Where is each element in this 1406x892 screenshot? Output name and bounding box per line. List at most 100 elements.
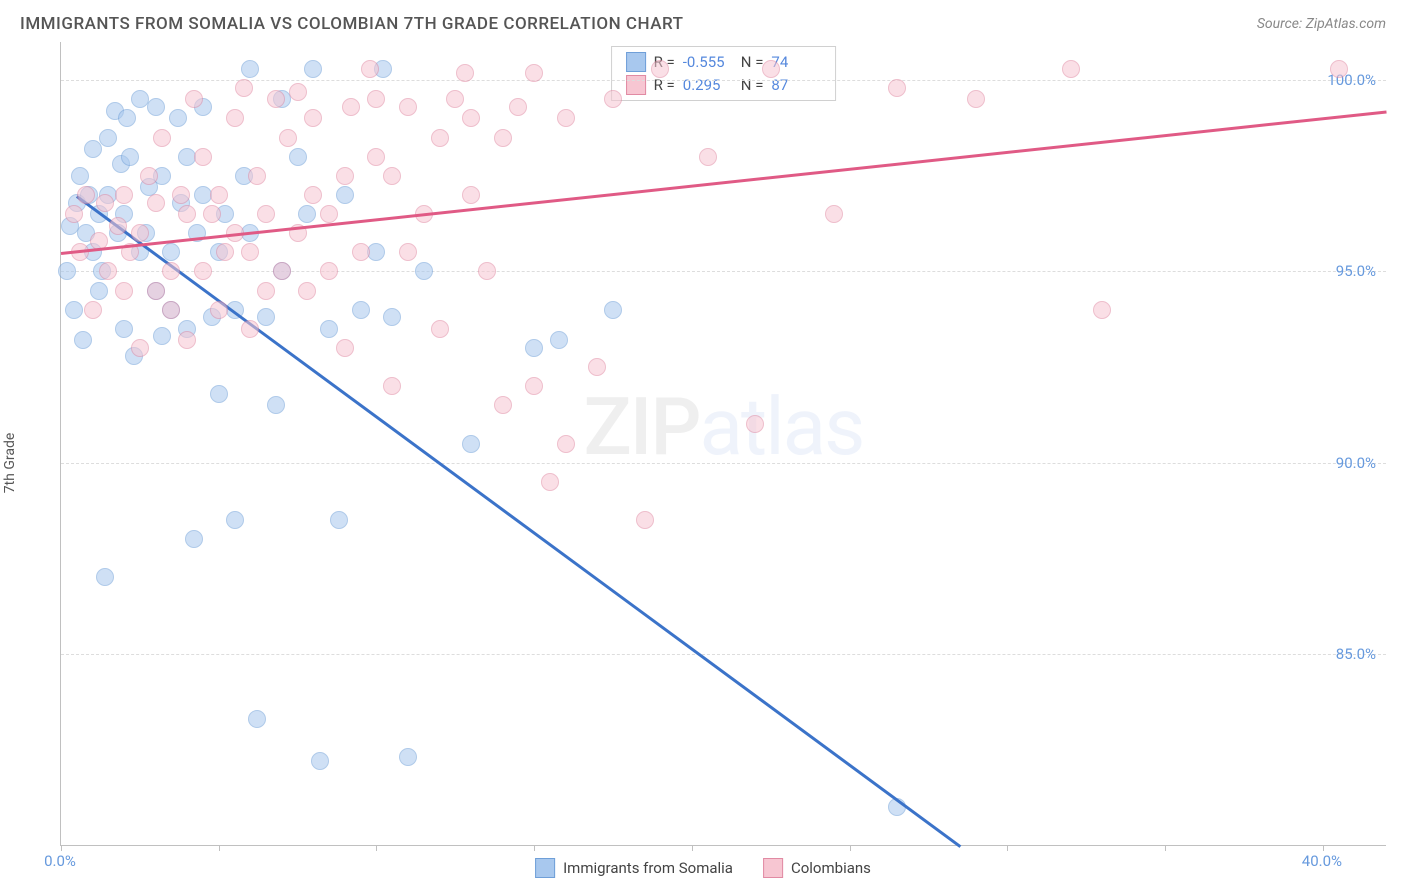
scatter-point-colombians: [1093, 301, 1111, 319]
x-tick-mark: [692, 845, 693, 851]
scatter-point-somalia: [71, 167, 89, 185]
scatter-point-colombians: [248, 167, 266, 185]
scatter-point-somalia: [525, 339, 543, 357]
scatter-point-somalia: [241, 60, 259, 78]
x-tick-mark: [1165, 845, 1166, 851]
trend-line-somalia: [76, 195, 961, 847]
scatter-point-somalia: [383, 308, 401, 326]
scatter-point-colombians: [456, 64, 474, 82]
scatter-point-colombians: [967, 90, 985, 108]
scatter-point-somalia: [90, 282, 108, 300]
gridline-h: [61, 654, 1386, 655]
scatter-point-colombians: [226, 109, 244, 127]
scatter-point-somalia: [185, 530, 203, 548]
scatter-point-colombians: [342, 98, 360, 116]
scatter-point-colombians: [235, 79, 253, 97]
series-legend: Immigrants from Somalia Colombians: [535, 858, 871, 878]
series-legend-colombians: Colombians: [763, 858, 871, 878]
scatter-point-colombians: [383, 377, 401, 395]
scatter-point-colombians: [140, 167, 158, 185]
gridline-h: [61, 463, 1386, 464]
x-tick-mark: [1007, 845, 1008, 851]
scatter-point-colombians: [77, 186, 95, 204]
scatter-point-colombians: [257, 282, 275, 300]
scatter-point-colombians: [178, 331, 196, 349]
scatter-point-colombians: [557, 435, 575, 453]
x-tick-mark: [850, 845, 851, 851]
scatter-point-colombians: [431, 320, 449, 338]
scatter-point-colombians: [178, 205, 196, 223]
scatter-point-colombians: [147, 282, 165, 300]
legend-row-colombians: R = 0.295 N = 87: [626, 74, 822, 97]
x-tick-label: 40.0%: [1302, 852, 1342, 870]
series-label-colombians: Colombians: [791, 859, 871, 877]
n-value-colombians: 87: [771, 74, 821, 97]
watermark-atlas: atlas: [700, 380, 864, 474]
scatter-point-colombians: [399, 243, 417, 261]
scatter-point-colombians: [478, 262, 496, 280]
scatter-point-colombians: [1330, 60, 1348, 78]
scatter-point-somalia: [147, 98, 165, 116]
scatter-point-colombians: [109, 217, 127, 235]
scatter-point-somalia: [121, 148, 139, 166]
scatter-point-colombians: [336, 339, 354, 357]
scatter-point-somalia: [65, 301, 83, 319]
scatter-point-colombians: [115, 186, 133, 204]
scatter-point-colombians: [762, 60, 780, 78]
series-swatch-somalia: [535, 858, 555, 878]
scatter-point-colombians: [367, 90, 385, 108]
scatter-point-colombians: [131, 224, 149, 242]
scatter-point-colombians: [216, 243, 234, 261]
y-tick-label: 85.0%: [1336, 645, 1376, 663]
scatter-point-somalia: [311, 752, 329, 770]
scatter-point-colombians: [446, 90, 464, 108]
legend-swatch-colombians: [626, 75, 646, 95]
series-legend-somalia: Immigrants from Somalia: [535, 858, 733, 878]
scatter-point-colombians: [604, 90, 622, 108]
scatter-point-colombians: [541, 473, 559, 491]
x-tick-mark: [61, 845, 62, 851]
scatter-point-colombians: [431, 129, 449, 147]
scatter-point-somalia: [415, 262, 433, 280]
series-label-somalia: Immigrants from Somalia: [563, 859, 733, 877]
scatter-point-somalia: [169, 109, 187, 127]
scatter-point-somalia: [320, 320, 338, 338]
scatter-point-somalia: [74, 331, 92, 349]
scatter-point-colombians: [162, 262, 180, 280]
source-label: Source:: [1257, 16, 1306, 32]
watermark: ZIPatlas: [584, 380, 864, 474]
chart-area: 7th Grade ZIPatlas R = -0.555 N = 74 R =…: [20, 42, 1386, 884]
r-value-colombians: 0.295: [683, 74, 733, 97]
scatter-point-colombians: [147, 194, 165, 212]
scatter-point-colombians: [304, 186, 322, 204]
x-tick-mark: [219, 845, 220, 851]
scatter-point-somalia: [84, 140, 102, 158]
scatter-point-colombians: [273, 262, 291, 280]
x-tick-mark: [376, 845, 377, 851]
scatter-point-colombians: [153, 129, 171, 147]
chart-source: Source: ZipAtlas.com: [1257, 16, 1386, 32]
scatter-point-colombians: [320, 262, 338, 280]
scatter-point-colombians: [194, 148, 212, 166]
scatter-point-somalia: [336, 186, 354, 204]
scatter-point-colombians: [383, 167, 401, 185]
scatter-point-colombians: [825, 205, 843, 223]
scatter-point-colombians: [172, 186, 190, 204]
scatter-point-somalia: [248, 710, 266, 728]
scatter-point-somalia: [210, 385, 228, 403]
source-link[interactable]: ZipAtlas.com: [1306, 16, 1386, 32]
scatter-point-colombians: [462, 109, 480, 127]
correlation-legend: R = -0.555 N = 74 R = 0.295 N = 87: [611, 46, 837, 101]
scatter-point-colombians: [494, 396, 512, 414]
scatter-point-colombians: [298, 282, 316, 300]
scatter-point-somalia: [304, 60, 322, 78]
scatter-point-somalia: [352, 301, 370, 319]
scatter-point-somalia: [330, 511, 348, 529]
scatter-point-colombians: [525, 377, 543, 395]
scatter-point-colombians: [210, 301, 228, 319]
scatter-point-somalia: [153, 327, 171, 345]
scatter-point-colombians: [361, 60, 379, 78]
scatter-point-colombians: [65, 205, 83, 223]
scatter-point-colombians: [352, 243, 370, 261]
scatter-point-somalia: [226, 511, 244, 529]
